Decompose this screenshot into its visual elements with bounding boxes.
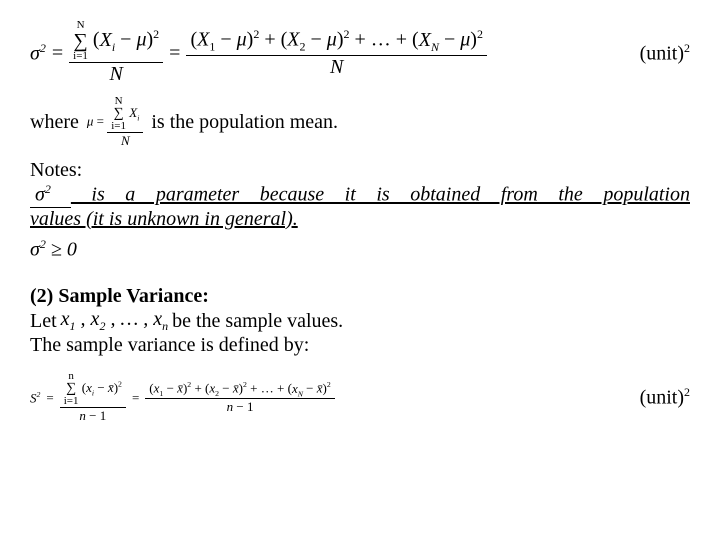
samp-var-frac-sum: n∑i=1 (xi − x̄)2 n − 1 (60, 371, 126, 424)
note-line-2: values (it is unknown in general). (30, 208, 690, 231)
let-row: Let x1 , x2 , … , xn be the sample value… (30, 308, 690, 334)
population-variance-lhs-rhs: σ2 = N∑i=1 (Xi − μ)2 N = (X1 − μ)2 + (X2… (30, 20, 487, 86)
sigma-squared: σ2 (30, 41, 46, 66)
sample-values-list: x1 , x2 , … , xn (61, 308, 168, 334)
sample-variance-heading: (2) Sample Variance: (30, 285, 690, 308)
samp-var-frac-expanded: (x1 − x̄)2 + (x2 − x̄)2 + … + (xN − x̄)2… (145, 380, 335, 415)
s-squared: S2 (30, 390, 40, 406)
let-label: Let (30, 310, 57, 333)
sigma-sq-nonneg: σ2 ≥ 0 (30, 237, 690, 262)
mu-formula: μ = N∑i=1 Xi N (87, 96, 144, 149)
sample-variance-lhs-rhs: S2 = n∑i=1 (xi − x̄)2 n − 1 = (x1 − x̄)2… (30, 371, 335, 424)
sample-variance-def-text: The sample variance is defined by: (30, 334, 690, 357)
sample-variance-formula: S2 = n∑i=1 (xi − x̄)2 n − 1 = (x1 − x̄)2… (30, 371, 690, 424)
where-label: where (30, 111, 79, 134)
note-line-1: σ2 is a parameter because it is obtained… (30, 182, 690, 208)
pop-var-frac-expanded: (X1 − μ)2 + (X2 − μ)2 + … + (XN − μ)2 N (186, 27, 487, 79)
population-variance-formula: σ2 = N∑i=1 (Xi − μ)2 N = (X1 − μ)2 + (X2… (30, 20, 690, 86)
pop-var-frac-sum: N∑i=1 (Xi − μ)2 N (69, 20, 163, 86)
unit-squared-label-1: (unit)2 (640, 41, 690, 66)
notes-heading: Notes: (30, 159, 690, 182)
unit-squared-label-2: (unit)2 (640, 385, 690, 410)
where-row: where μ = N∑i=1 Xi N is the population m… (30, 96, 690, 149)
where-rest: is the population mean. (151, 111, 338, 134)
let-rest: be the sample values. (172, 310, 343, 333)
